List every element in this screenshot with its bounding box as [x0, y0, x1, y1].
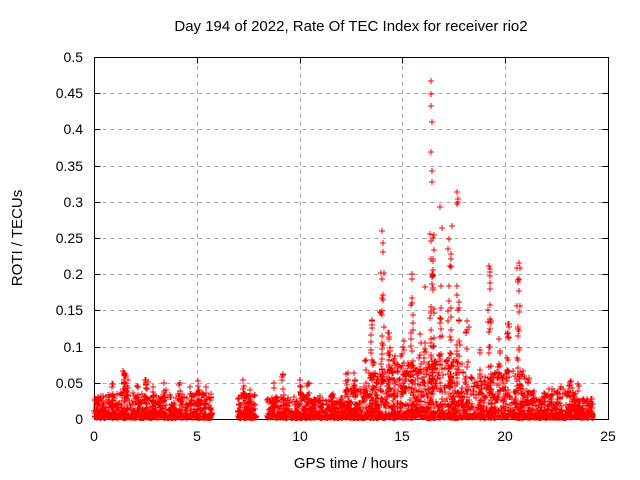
- y-tick-label: 0.3: [64, 194, 84, 210]
- x-tick-labels: 0 5 10 15 20 25: [90, 428, 616, 444]
- chart-title: Day 194 of 2022, Rate Of TEC Index for r…: [174, 18, 527, 35]
- x-tick-label: 25: [600, 428, 616, 444]
- y-tick-labels: 0 0.05 0.1 0.15 0.2 0.25 0.3 0.35 0.4 0.45 0.5: [56, 49, 83, 427]
- y-tick-label: 0.35: [56, 158, 83, 174]
- y-tick-label: 0.45: [56, 85, 83, 101]
- y-tick-label: 0.1: [64, 339, 84, 355]
- y-tick-label: 0.05: [56, 375, 83, 391]
- x-tick-label: 5: [193, 428, 201, 444]
- y-tick-label: 0.25: [56, 230, 83, 246]
- y-tick-label: 0.5: [64, 49, 84, 65]
- x-axis-label: GPS time / hours: [294, 455, 408, 472]
- x-tick-label: 0: [90, 428, 98, 444]
- x-tick-label: 15: [394, 428, 410, 444]
- x-tick-label: 20: [497, 428, 513, 444]
- grid-lines: [94, 57, 609, 420]
- y-tick-label: 0.15: [56, 302, 83, 318]
- data-points: [91, 78, 596, 421]
- y-tick-label: 0.2: [64, 266, 84, 282]
- y-axis-label: ROTI / TECUs: [9, 190, 26, 286]
- y-tick-label: 0: [75, 411, 83, 427]
- x-tick-label: 10: [292, 428, 308, 444]
- y-tick-label: 0.4: [64, 121, 84, 137]
